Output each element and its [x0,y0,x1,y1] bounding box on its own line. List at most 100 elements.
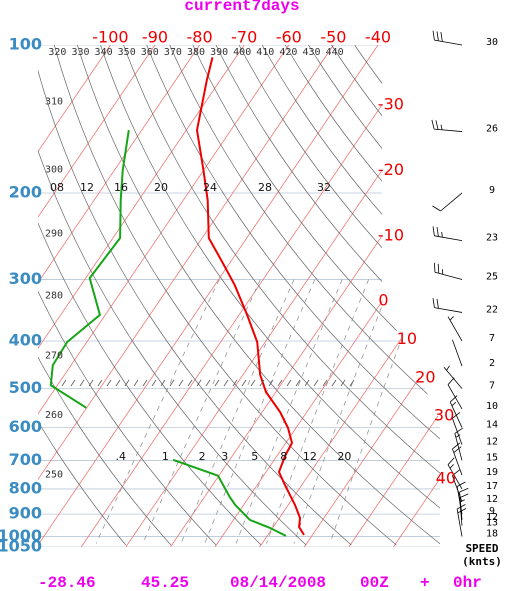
hatch [142,379,148,387]
theta-label: 340 [95,47,113,58]
hatch [349,379,355,387]
dry-adiabat [38,45,262,546]
barb-shape [459,487,469,520]
speed-value: 26 [486,124,498,135]
hatch [322,379,328,387]
temperature-label: -80 [187,28,213,47]
mixing-ratio-label: 3 [221,450,228,463]
wind-barb [434,262,463,280]
dry-adiabat [100,45,440,546]
barb-shape [447,377,463,410]
hatch [214,379,220,387]
dry-adiabat [146,45,440,546]
wind-barb [431,119,463,132]
footer-lon: 45.25 [141,574,189,591]
barb-shape [452,442,463,476]
upper-label: 28 [258,181,272,194]
theta-label: 410 [256,47,274,58]
barb-shape [443,365,463,389]
mixing-ratio-label: .4 [116,450,127,463]
dry-adiabat [38,45,172,546]
mixing-ratio-line [142,279,261,544]
mixing-ratio-label: 5 [251,450,258,463]
speed-value: 30 [486,37,498,48]
speed-value: 15 [486,452,498,463]
isotherm [38,45,200,547]
dry-adiabat [123,45,440,546]
pressure-label: 400 [9,330,42,349]
marks [49,30,469,537]
temperature-label: -40 [365,28,391,47]
temperature-label: 20 [415,368,435,387]
hatch [133,379,139,387]
isotherm [80,45,423,547]
profile-line [49,129,287,537]
isotherm [38,45,245,547]
theta-label: 290 [45,229,63,240]
mixing-ratio-label: 20 [337,450,351,463]
pressure-label: 500 [9,378,42,397]
mixing-ratio-line [235,279,343,544]
theta-label: 390 [210,47,228,58]
temperature-label: -30 [378,95,404,114]
speed-value: 17 [486,481,498,492]
isotherm [38,45,290,547]
pressure-label: 700 [9,450,42,469]
hatch [286,379,292,387]
wind-barb [454,427,463,461]
dry-adiabat [38,45,127,546]
upper-label: 08 [50,181,64,194]
hatch [250,379,256,387]
hatch [313,379,319,387]
pressure-label: 900 [9,504,42,523]
dry-adiabat [192,45,440,546]
theta-label: 380 [187,47,205,58]
mixing-ratio-label: 2 [199,450,206,463]
barb-shape [432,192,463,212]
theta-label: 300 [45,165,63,176]
wind-barb [447,316,463,342]
profile-line [195,57,305,536]
hatch [205,379,211,387]
hatch [61,379,67,387]
dry-adiabat [308,45,440,546]
hatch [115,379,121,387]
barb-shape [434,262,463,280]
hatch [160,379,166,387]
mixing-ratio-label: 1 [162,450,169,463]
hatch [331,379,337,387]
hatch [88,379,94,387]
speed-value: 9 [489,185,495,196]
theta-label: 310 [45,97,63,108]
footer-time: 00Z [360,574,389,591]
isotherm [38,45,156,547]
footer-date: 08/14/2008 [230,574,326,591]
dry-adiabat [261,45,440,546]
speed-value: 23 [486,233,498,244]
temperature-label: -60 [276,28,302,47]
speed-value: 14 [486,420,498,431]
theta-label: 430 [302,47,320,58]
wind-barb [432,298,463,313]
hatch [169,379,175,387]
hatch [124,379,130,387]
theta-label: 440 [326,47,344,58]
barb-shape [456,504,467,537]
dry-adiabat [77,45,440,546]
hatch [151,379,157,387]
temperature-label: -100 [92,28,128,47]
mixing-ratio-line [293,279,393,544]
hatch [79,379,85,387]
pressure-label: 100 [9,35,42,54]
wind-barb [452,339,463,367]
isotherm [38,45,111,547]
hatch [178,379,184,387]
pressure-label: 600 [9,417,42,436]
temperature-label: 30 [434,406,454,425]
speed-value: 9 [489,506,495,517]
theta-label: 420 [279,47,297,58]
speed-unit: (knts) [462,555,502,568]
upper-label: 20 [154,181,168,194]
